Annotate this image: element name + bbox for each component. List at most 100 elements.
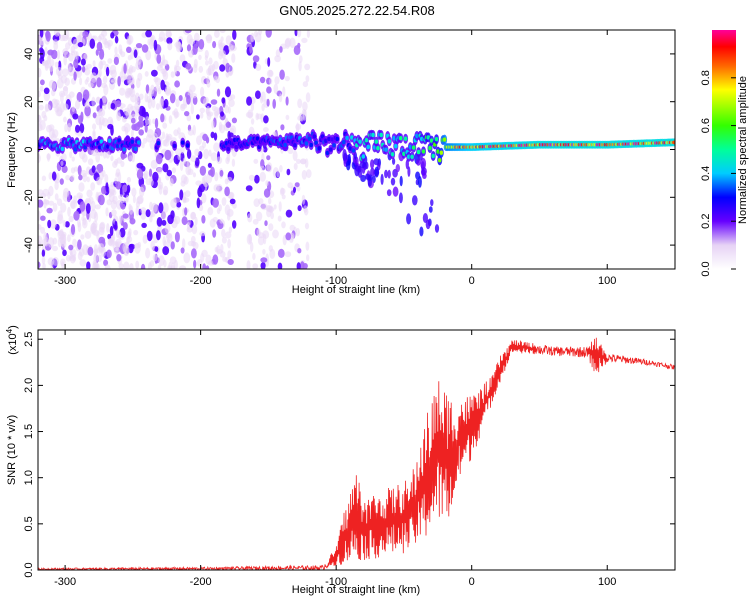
spectrogram-noise-blob bbox=[38, 224, 42, 230]
spectrogram-noise-blob bbox=[301, 37, 308, 44]
spectrogram-noise-blob bbox=[216, 88, 221, 97]
spectrogram-noise-blob bbox=[54, 61, 59, 68]
spectrogram-noise-blob bbox=[151, 69, 158, 77]
spectrogram-noise-blob bbox=[163, 98, 169, 108]
spectrogram-noise-blob bbox=[112, 195, 118, 205]
spectrogram-noise-blob bbox=[184, 207, 188, 216]
spectrogram-noise-blob bbox=[213, 142, 220, 152]
spectrogram-noise-blob bbox=[38, 67, 42, 78]
spectrogram-streak-blob bbox=[364, 161, 369, 170]
spectrogram-noise-blob bbox=[60, 258, 66, 267]
spectrogram-noise-blob bbox=[261, 103, 265, 112]
spectrogram-noise-blob bbox=[92, 60, 96, 67]
spectrogram-noise-blob bbox=[284, 251, 292, 258]
spectrogram-noise-blob bbox=[286, 168, 291, 176]
spectrogram-noise-blob bbox=[130, 66, 136, 73]
spectrogram-noise-blob bbox=[92, 112, 97, 119]
spectrogram-ridge-core bbox=[398, 136, 403, 141]
spectrogram-x-tick-label: -200 bbox=[190, 275, 212, 287]
spectrogram-noise-blob bbox=[279, 69, 285, 80]
spectrogram-noise-blob bbox=[120, 160, 125, 168]
spectrogram-ridge-core bbox=[180, 140, 185, 145]
spectrogram-noise-blob bbox=[221, 197, 227, 206]
spectrogram-noise-blob bbox=[144, 71, 149, 77]
spectrogram-noise-blob bbox=[86, 176, 91, 183]
spectrogram-noise-blob bbox=[142, 234, 148, 244]
spectrogram-streak-blob bbox=[417, 176, 422, 188]
snr-x-axis-label: Height of straight line (km) bbox=[292, 584, 420, 596]
spectrogram-noise-blob bbox=[135, 43, 143, 49]
snr-panel: -300 -200 -100 0 100 0.0 0.5 1.0 1.5 2.0 2.5 Heig… bbox=[5, 325, 676, 596]
spectrogram-noise-blob bbox=[274, 76, 280, 85]
spectrogram-noise-blob bbox=[198, 65, 204, 73]
spectrogram-ridge-core bbox=[60, 146, 65, 152]
spectrogram-noise-blob bbox=[228, 99, 235, 108]
spectrogram-noise-blob bbox=[84, 102, 91, 108]
spectrogram-ridge-core bbox=[342, 139, 346, 145]
spectrogram-noise-blob bbox=[114, 46, 118, 55]
spectrogram-noise-blob bbox=[166, 37, 173, 45]
spectrogram-ridge-core bbox=[379, 132, 384, 138]
spectrogram-ridge-core bbox=[345, 135, 349, 141]
colorbar-tick-label: 0.2 bbox=[700, 214, 712, 229]
spectrogram-noise-blob bbox=[123, 245, 130, 257]
spectrogram-noise-blob bbox=[289, 224, 296, 232]
spectrogram-noise-blob bbox=[305, 241, 310, 251]
spectrogram-noise-blob bbox=[103, 103, 107, 110]
spectrogram-noise-blob bbox=[160, 113, 165, 123]
spectrogram-noise-blob bbox=[195, 180, 202, 186]
spectrogram-noise-blob bbox=[224, 257, 228, 263]
spectrogram-noise-blob bbox=[106, 223, 110, 233]
spectrogram-streak-blob bbox=[365, 173, 370, 180]
spectrogram-noise-blob bbox=[153, 39, 158, 51]
spectrogram-noise-blob bbox=[252, 252, 256, 261]
spectrogram-noise-blob bbox=[61, 153, 67, 162]
spectrogram-noise-blob bbox=[305, 75, 310, 83]
spectrogram-ridge-core bbox=[376, 146, 380, 151]
spectrogram-noise-blob bbox=[141, 222, 147, 228]
spectrogram-noise-blob bbox=[126, 88, 134, 96]
spectrogram-noise-blob bbox=[76, 91, 83, 103]
spectrogram-noise-blob bbox=[105, 150, 110, 159]
spectrogram-noise-blob bbox=[174, 80, 181, 88]
spectrogram-streak-blob bbox=[399, 175, 403, 187]
spectrogram-noise-blob bbox=[205, 136, 210, 144]
colorbar: 0.0 0.2 0.4 0.6 0.8 Normalized spectral ampl… bbox=[700, 30, 749, 277]
spectrogram-noise-blob bbox=[133, 229, 139, 236]
spectrogram-noise-blob bbox=[145, 50, 152, 61]
spectrogram-noise-blob bbox=[91, 96, 96, 108]
spectrogram-ridge-core bbox=[426, 135, 431, 140]
spectrogram-noise-blob bbox=[208, 57, 213, 65]
spectrogram-noise-blob bbox=[254, 174, 260, 184]
spectrogram-noise-blob bbox=[81, 31, 89, 38]
spectrogram-noise-blob bbox=[190, 104, 194, 115]
spectrogram-noise-blob bbox=[38, 90, 41, 98]
spectrogram-noise-blob bbox=[264, 220, 268, 227]
spectrogram-noise-blob bbox=[109, 64, 117, 75]
spectrogram-noise-blob bbox=[298, 61, 302, 72]
spectrogram-noise-blob bbox=[246, 234, 253, 245]
spectrogram-noise-blob bbox=[70, 224, 76, 235]
spectrogram-noise-blob bbox=[172, 110, 176, 116]
spectrogram-noise-blob bbox=[164, 88, 171, 95]
spectrogram-noise-blob bbox=[152, 171, 159, 182]
spectrogram-noise-blob bbox=[188, 38, 196, 45]
spectrogram-ridge-core bbox=[387, 139, 392, 144]
spectrogram-noise-blob bbox=[139, 93, 144, 100]
spectrogram-noise-blob bbox=[49, 59, 55, 67]
spectrogram-noise-blob bbox=[134, 101, 141, 111]
spectrogram-noise-blob bbox=[158, 255, 165, 267]
spectrogram-noise-blob bbox=[84, 199, 90, 205]
spectrogram-noise-blob bbox=[293, 45, 301, 56]
spectrogram-noise-blob bbox=[197, 186, 203, 198]
spectrogram-noise-blob bbox=[193, 63, 198, 73]
spectrogram-noise-blob bbox=[297, 98, 303, 109]
spectrogram-streak-blob bbox=[357, 165, 362, 173]
spectrogram-noise-blob bbox=[45, 30, 51, 42]
spectrogram-noise-blob bbox=[206, 111, 212, 121]
spectrogram-noise-blob bbox=[86, 76, 90, 83]
spectrogram-noise-blob bbox=[193, 259, 197, 269]
spectrogram-noise-blob bbox=[301, 194, 306, 205]
spectrogram-noise-blob bbox=[175, 148, 182, 156]
spectrogram-noise-blob bbox=[72, 38, 80, 49]
